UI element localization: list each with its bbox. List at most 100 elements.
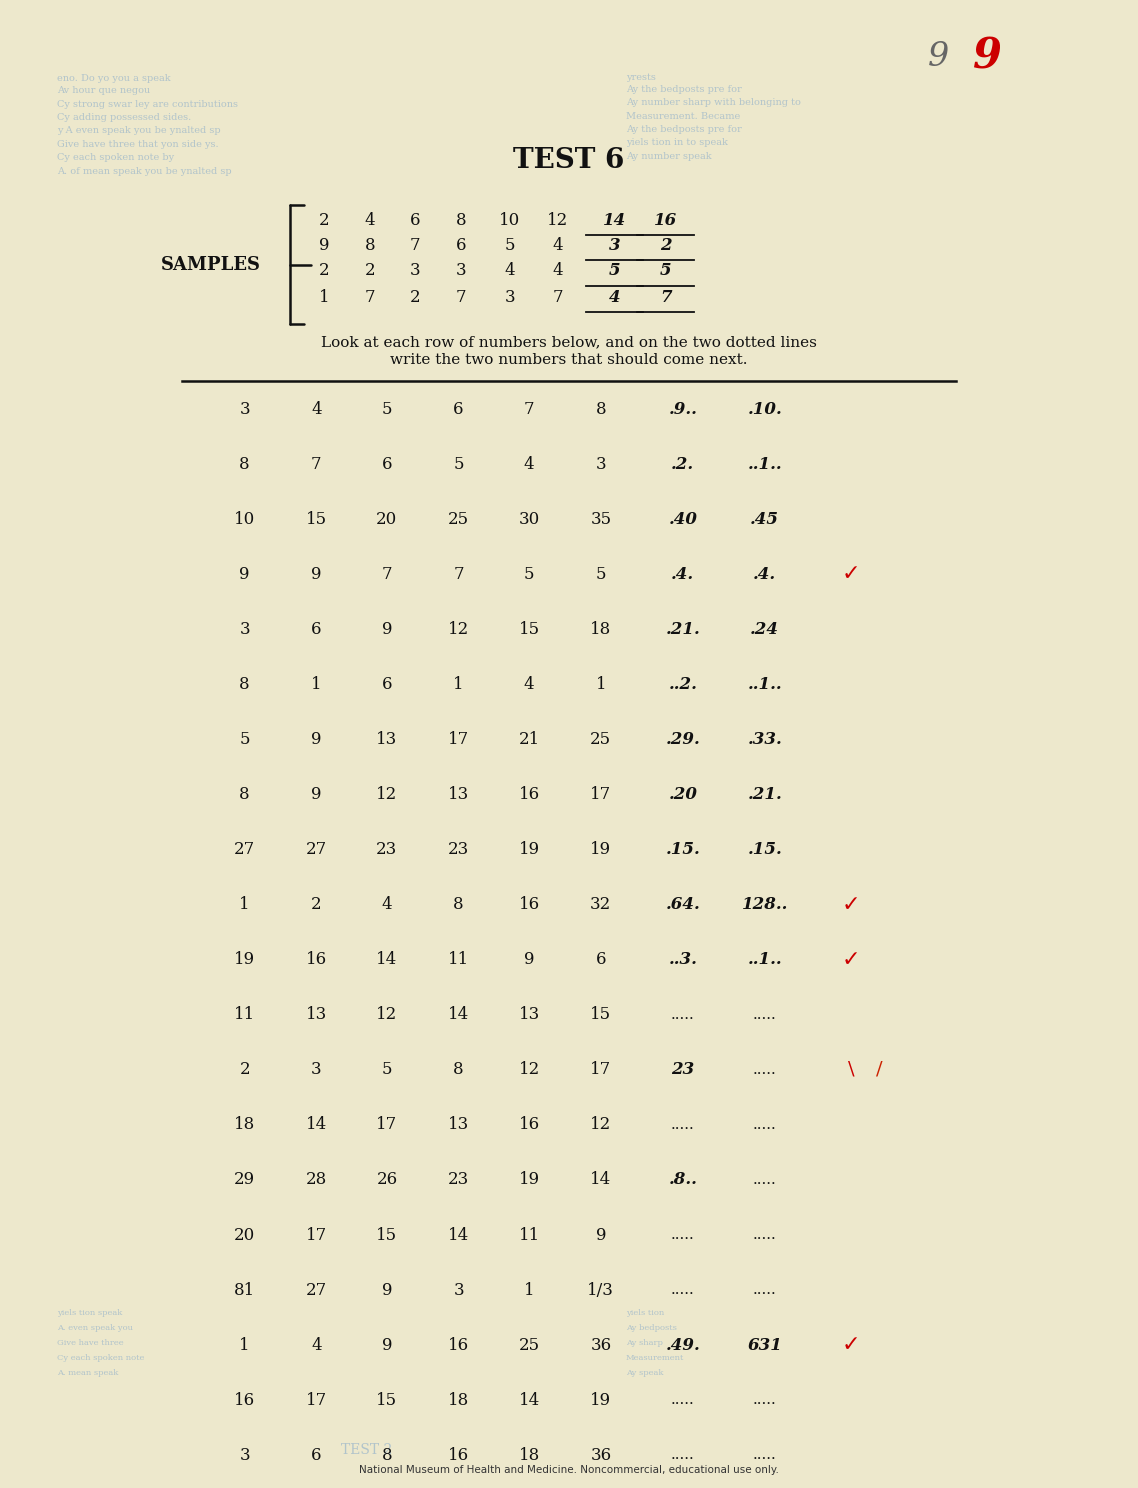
Text: 5: 5 <box>660 262 671 280</box>
Text: Ay sharp: Ay sharp <box>626 1339 662 1347</box>
Text: 18: 18 <box>234 1116 255 1134</box>
Text: 25: 25 <box>591 731 611 748</box>
Text: 23: 23 <box>448 1171 469 1189</box>
Text: 16: 16 <box>654 211 677 229</box>
Text: 7: 7 <box>523 400 535 418</box>
Text: 23: 23 <box>448 841 469 859</box>
Text: 8: 8 <box>239 786 250 804</box>
Text: write the two numbers that should come next.: write the two numbers that should come n… <box>390 353 748 368</box>
Text: 15: 15 <box>306 510 327 528</box>
Text: 5: 5 <box>381 400 393 418</box>
Text: Look at each row of numbers below, and on the two dotted lines: Look at each row of numbers below, and o… <box>321 335 817 350</box>
Text: 20: 20 <box>377 510 397 528</box>
Text: 12: 12 <box>591 1116 611 1134</box>
Text: 2: 2 <box>364 262 376 280</box>
Text: ..3.: ..3. <box>668 951 698 969</box>
Text: /: / <box>876 1061 883 1079</box>
Text: .....: ..... <box>753 1228 776 1242</box>
Text: 32: 32 <box>591 896 611 914</box>
Text: 4: 4 <box>381 896 393 914</box>
Text: 15: 15 <box>519 620 539 638</box>
Text: 128..: 128.. <box>742 896 787 914</box>
Text: 3: 3 <box>504 289 516 307</box>
Text: Give have three that yon side ys.: Give have three that yon side ys. <box>57 140 218 149</box>
Text: 6: 6 <box>311 1446 322 1464</box>
Text: ..1..: ..1.. <box>748 951 782 969</box>
Text: 4: 4 <box>552 262 563 280</box>
Text: Measurement: Measurement <box>626 1354 684 1362</box>
Text: 6: 6 <box>453 400 464 418</box>
Text: 15: 15 <box>377 1226 397 1244</box>
Text: 3: 3 <box>311 1061 322 1079</box>
Text: 8: 8 <box>595 400 607 418</box>
Text: 23: 23 <box>377 841 397 859</box>
Text: 17: 17 <box>591 1061 611 1079</box>
Text: 9: 9 <box>311 731 322 748</box>
Text: 18: 18 <box>448 1391 469 1409</box>
Text: Cy adding possessed sides.: Cy adding possessed sides. <box>57 113 191 122</box>
Text: 25: 25 <box>519 1336 539 1354</box>
Text: 19: 19 <box>519 841 539 859</box>
Text: 19: 19 <box>234 951 255 969</box>
Text: .15.: .15. <box>666 841 700 859</box>
Text: .....: ..... <box>671 1117 694 1132</box>
Text: Cy each spoken note: Cy each spoken note <box>57 1354 145 1362</box>
Text: 2: 2 <box>410 289 421 307</box>
Text: .8..: .8.. <box>668 1171 698 1189</box>
Text: Measurement. Became: Measurement. Became <box>626 112 740 121</box>
Text: 3: 3 <box>239 1446 250 1464</box>
Text: 14: 14 <box>591 1171 611 1189</box>
Text: 7: 7 <box>410 237 421 254</box>
Text: TEST 2: TEST 2 <box>341 1443 393 1457</box>
Text: .20: .20 <box>668 786 698 804</box>
Text: 9: 9 <box>311 565 322 583</box>
Text: Ay number speak: Ay number speak <box>626 152 711 161</box>
Text: 3: 3 <box>239 400 250 418</box>
Text: 4: 4 <box>523 676 535 693</box>
Text: 9: 9 <box>523 951 535 969</box>
Text: 10: 10 <box>500 211 520 229</box>
Text: 4: 4 <box>609 289 620 307</box>
Text: .21.: .21. <box>666 620 700 638</box>
Text: 7: 7 <box>364 289 376 307</box>
Text: 9: 9 <box>381 1336 393 1354</box>
Text: 8: 8 <box>453 1061 464 1079</box>
Text: 7: 7 <box>660 289 671 307</box>
Text: 1: 1 <box>239 896 250 914</box>
Text: .....: ..... <box>753 1283 776 1298</box>
Text: 17: 17 <box>591 786 611 804</box>
Text: 14: 14 <box>519 1391 539 1409</box>
Text: 12: 12 <box>448 620 469 638</box>
Text: 7: 7 <box>455 289 467 307</box>
Text: 5: 5 <box>453 455 464 473</box>
Text: yrests: yrests <box>626 73 655 82</box>
Text: 27: 27 <box>306 841 327 859</box>
Text: 14: 14 <box>306 1116 327 1134</box>
Text: 26: 26 <box>377 1171 397 1189</box>
Text: .....: ..... <box>671 1007 694 1022</box>
Text: 6: 6 <box>455 237 467 254</box>
Text: 36: 36 <box>591 1446 611 1464</box>
Text: yiels tion: yiels tion <box>626 1309 665 1317</box>
Text: 16: 16 <box>448 1336 469 1354</box>
Text: 6: 6 <box>381 676 393 693</box>
Text: 21: 21 <box>519 731 539 748</box>
Text: ..2.: ..2. <box>668 676 698 693</box>
Text: yiels tion in to speak: yiels tion in to speak <box>626 138 728 147</box>
Text: .....: ..... <box>671 1228 694 1242</box>
Text: 20: 20 <box>234 1226 255 1244</box>
Text: .4.: .4. <box>671 565 694 583</box>
Text: SAMPLES: SAMPLES <box>160 256 261 274</box>
Text: 15: 15 <box>377 1391 397 1409</box>
Text: 6: 6 <box>410 211 421 229</box>
Text: 19: 19 <box>591 1391 611 1409</box>
Text: 14: 14 <box>377 951 397 969</box>
Text: 16: 16 <box>234 1391 255 1409</box>
Text: 5: 5 <box>609 262 620 280</box>
Text: 27: 27 <box>234 841 255 859</box>
Text: ✓: ✓ <box>842 564 860 585</box>
Text: Ay the bedposts pre for: Ay the bedposts pre for <box>626 85 742 94</box>
Text: ..1..: ..1.. <box>748 455 782 473</box>
Text: 8: 8 <box>453 896 464 914</box>
Text: .....: ..... <box>671 1283 694 1298</box>
